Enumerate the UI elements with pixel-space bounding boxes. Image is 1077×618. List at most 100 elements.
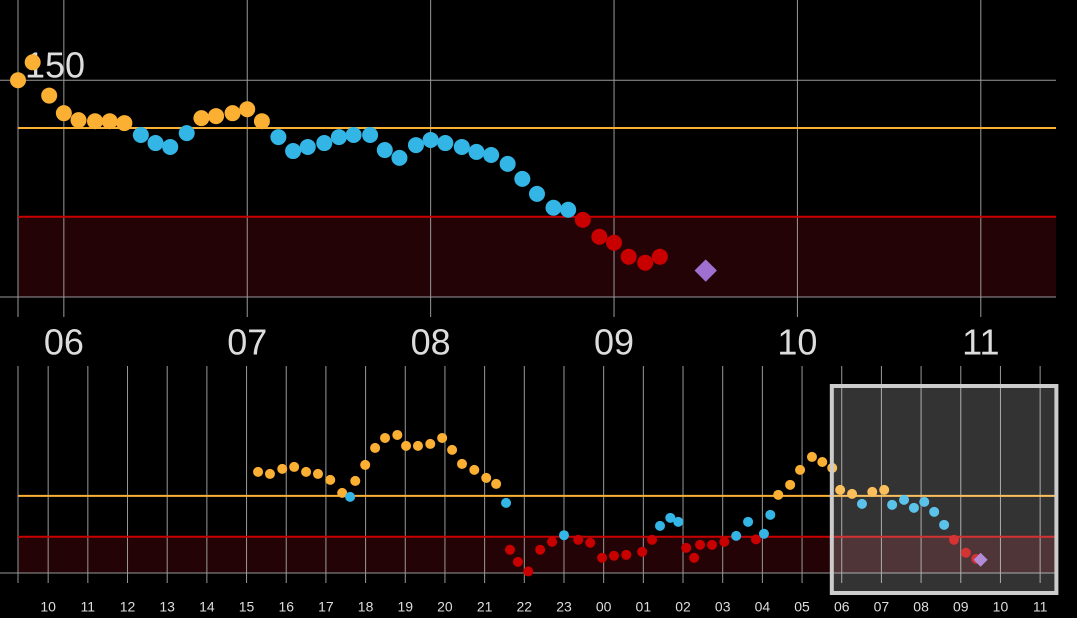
glucose-point — [847, 488, 858, 499]
x-tick-label: 07 — [874, 599, 890, 615]
glucose-point — [345, 127, 362, 144]
glucose-point — [87, 113, 104, 130]
glucose-point — [337, 487, 348, 498]
glucose-point — [270, 129, 287, 146]
prediction-marker — [973, 552, 988, 567]
glucose-point — [457, 458, 468, 469]
glucose-point — [468, 143, 485, 160]
x-tick-label: 09 — [594, 322, 634, 363]
glucose-point — [681, 542, 692, 553]
glucose-point — [523, 566, 534, 577]
glucose-point — [806, 451, 817, 462]
glucose-point — [380, 432, 391, 443]
glucose-point — [560, 201, 577, 218]
glucose-point — [558, 530, 569, 541]
glucose-point — [425, 438, 436, 449]
glucose-point — [239, 101, 256, 118]
glucose-point — [24, 54, 41, 71]
glucose-point — [407, 137, 424, 154]
x-tick-label: 22 — [517, 599, 533, 615]
glucose-point — [453, 138, 470, 155]
glucose-point — [285, 143, 302, 160]
x-tick-label: 06 — [44, 322, 84, 363]
viewport-box — [829, 384, 1059, 595]
glucose-point — [350, 475, 361, 486]
glucose-point — [620, 248, 637, 265]
glucose-point — [178, 125, 195, 142]
glucose-point — [253, 466, 264, 477]
x-tick-label: 04 — [755, 599, 771, 615]
x-tick-label: 10 — [777, 322, 817, 363]
x-tick-label: 13 — [159, 599, 175, 615]
glucose-point — [731, 530, 742, 541]
glucose-point — [55, 105, 72, 122]
glucose-point — [719, 536, 730, 547]
glucose-point — [651, 248, 668, 265]
glucose-point — [208, 108, 225, 125]
glucose-point — [499, 155, 516, 172]
glucose-point — [655, 520, 666, 531]
glucose-point — [391, 149, 408, 166]
glucose-point — [751, 534, 762, 545]
glucose-point — [101, 113, 118, 130]
glucose-point — [312, 468, 323, 479]
glucose-point — [360, 459, 371, 470]
glucose-point — [929, 506, 940, 517]
glucose-point — [376, 142, 393, 159]
glucose-point — [277, 463, 288, 474]
glucose-point — [765, 509, 776, 520]
glucose-point — [505, 544, 516, 555]
glucose-point — [345, 491, 356, 502]
glucose-point — [529, 185, 545, 202]
glucose-point — [132, 127, 149, 144]
glucose-point — [224, 105, 241, 122]
glucose-point — [817, 457, 828, 468]
x-tick-label: 18 — [358, 599, 374, 615]
glucose-point — [899, 494, 910, 505]
prediction-marker — [694, 259, 717, 282]
glucose-point — [785, 479, 796, 490]
x-tick-label: 02 — [675, 599, 691, 615]
x-tick-label: 11 — [81, 599, 96, 615]
glucose-point — [574, 211, 591, 228]
x-tick-label: 11 — [962, 322, 999, 363]
x-tick-label: 01 — [636, 599, 652, 615]
x-tick-label: 21 — [477, 599, 493, 615]
glucose-point — [695, 539, 706, 550]
glucose-point — [591, 228, 608, 245]
glucose-point — [10, 72, 26, 89]
glucose-point — [637, 254, 654, 271]
x-tick-label: 17 — [318, 599, 334, 615]
glucose-point — [316, 135, 333, 152]
glucose-point — [706, 539, 717, 550]
glucose-point — [469, 464, 480, 475]
glucose-point — [412, 440, 423, 451]
glucose-point — [919, 496, 930, 507]
glucose-point — [401, 440, 412, 451]
x-tick-label: 11 — [1033, 599, 1048, 615]
glucose-point — [758, 528, 769, 539]
glucose-point — [773, 489, 784, 500]
glucose-point — [299, 138, 316, 155]
glucose-point — [608, 550, 619, 561]
glucose-point — [41, 87, 58, 104]
glucose-point — [606, 234, 623, 251]
glucose-point — [514, 170, 531, 187]
x-tick-label: 09 — [953, 599, 969, 615]
glucose-point — [512, 556, 523, 567]
glucose-point — [422, 131, 439, 148]
glucose-point — [960, 547, 971, 558]
glucose-point — [908, 502, 919, 513]
low-band — [18, 216, 1056, 297]
glucose-point — [879, 484, 890, 495]
glucose-point — [362, 127, 379, 144]
x-tick-label: 10 — [40, 599, 56, 615]
x-tick-label: 03 — [715, 599, 731, 615]
glucose-point — [392, 429, 403, 440]
glucose-point — [585, 537, 596, 548]
glucose-point — [193, 110, 210, 127]
glucose-point — [637, 546, 648, 557]
glucose-point — [70, 112, 87, 129]
glucose-point — [535, 544, 546, 555]
